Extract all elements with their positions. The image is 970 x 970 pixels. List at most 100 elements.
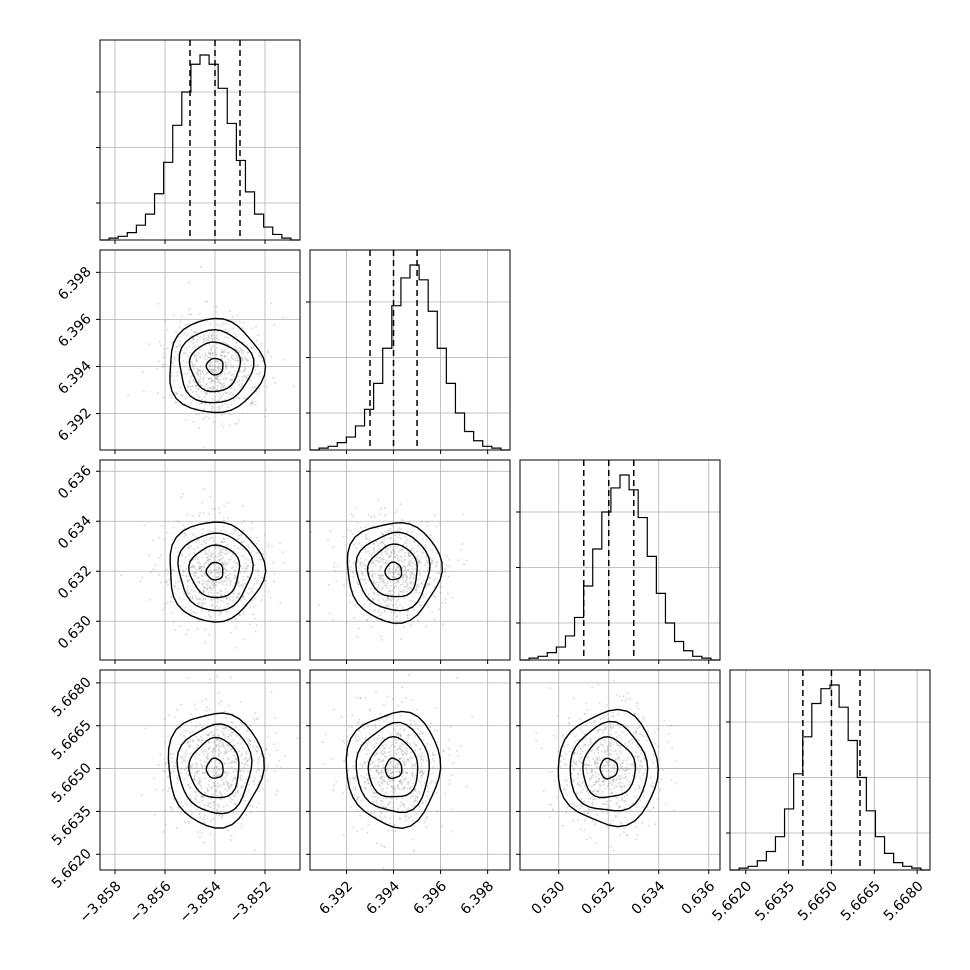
scatter-point bbox=[638, 787, 641, 790]
scatter-point bbox=[233, 777, 236, 780]
scatter-point bbox=[162, 830, 165, 833]
scatter-point bbox=[594, 793, 597, 796]
scatter-point bbox=[164, 809, 167, 812]
scatter-point bbox=[374, 815, 377, 818]
scatter-point bbox=[243, 598, 246, 601]
scatter-point bbox=[415, 588, 418, 591]
scatter-point bbox=[399, 805, 402, 807]
scatter-point bbox=[172, 314, 175, 317]
scatter-point bbox=[402, 579, 405, 582]
scatter-point bbox=[244, 374, 247, 377]
scatter-point bbox=[203, 628, 206, 631]
scatter-point bbox=[608, 741, 610, 744]
scatter-point bbox=[181, 761, 183, 764]
y-tick-label: 5.6650 bbox=[49, 760, 95, 806]
scatter-point bbox=[377, 771, 380, 774]
scatter-point bbox=[149, 571, 152, 574]
scatter-point bbox=[422, 801, 424, 804]
scatter-point bbox=[180, 393, 183, 396]
scatter-point bbox=[226, 406, 229, 409]
scatter-point bbox=[214, 360, 217, 363]
scatter-point bbox=[381, 542, 384, 544]
scatter-point bbox=[167, 735, 170, 738]
scatter-point bbox=[265, 579, 267, 582]
scatter-point bbox=[216, 323, 219, 326]
scatter-point bbox=[350, 513, 353, 515]
scatter-point bbox=[198, 413, 200, 416]
scatter-point bbox=[247, 783, 250, 786]
scatter-point bbox=[635, 730, 638, 733]
scatter-point bbox=[641, 733, 644, 736]
scatter-point bbox=[461, 543, 464, 546]
scatter-point bbox=[194, 590, 196, 593]
scatter-point bbox=[216, 406, 219, 409]
scatter-point bbox=[215, 572, 218, 575]
scatter-point bbox=[620, 791, 623, 794]
scatter-point bbox=[394, 610, 397, 613]
scatter-point bbox=[208, 757, 211, 760]
scatter-point bbox=[609, 799, 612, 802]
scatter-point bbox=[594, 763, 597, 766]
scatter-point bbox=[210, 797, 213, 800]
scatter-point bbox=[429, 781, 432, 784]
scatter-point bbox=[212, 380, 215, 382]
scatter-point bbox=[188, 281, 191, 284]
scatter-point bbox=[228, 393, 231, 396]
scatter-point bbox=[419, 772, 422, 774]
scatter-point bbox=[245, 814, 248, 816]
scatter-point bbox=[638, 787, 641, 789]
scatter-point bbox=[630, 738, 633, 741]
scatter-point bbox=[183, 735, 186, 738]
scatter-point bbox=[602, 731, 605, 734]
scatter-point bbox=[256, 579, 259, 582]
scatter-point bbox=[601, 744, 604, 747]
scatter-point bbox=[179, 733, 182, 736]
scatter-point bbox=[239, 534, 242, 537]
scatter-point bbox=[657, 727, 660, 730]
scatter-point bbox=[198, 567, 201, 570]
scatter-point bbox=[374, 690, 377, 693]
scatter-point bbox=[623, 827, 626, 830]
scatter-point bbox=[211, 556, 213, 559]
scatter-point bbox=[205, 383, 208, 386]
scatter-point bbox=[604, 802, 607, 805]
scatter-point bbox=[380, 557, 383, 560]
scatter-point bbox=[242, 582, 245, 585]
scatter-point bbox=[224, 548, 227, 551]
scatter-point bbox=[559, 765, 562, 768]
scatter-point bbox=[431, 757, 434, 760]
scatter-point bbox=[361, 565, 363, 568]
scatter-point bbox=[236, 365, 239, 368]
scatter-point bbox=[583, 800, 586, 803]
scatter-point bbox=[375, 769, 378, 772]
scatter-point bbox=[264, 748, 267, 751]
scatter-point bbox=[214, 547, 217, 550]
scatter-point bbox=[404, 566, 407, 569]
scatter-point bbox=[387, 829, 390, 832]
scatter-point bbox=[167, 583, 170, 586]
scatter-point bbox=[417, 559, 419, 561]
scatter-point bbox=[196, 546, 199, 549]
scatter-point bbox=[377, 560, 380, 563]
scatter-point bbox=[180, 772, 183, 775]
scatter-point bbox=[276, 789, 279, 792]
scatter-point bbox=[602, 744, 605, 747]
scatter-point bbox=[232, 566, 235, 568]
scatter-point bbox=[382, 753, 385, 756]
scatter-point bbox=[178, 344, 181, 347]
scatter-point bbox=[399, 734, 402, 737]
scatter-point bbox=[190, 766, 193, 769]
scatter-point bbox=[578, 803, 581, 806]
scatter-point bbox=[408, 787, 411, 790]
scatter-point bbox=[590, 741, 593, 744]
scatter-point bbox=[233, 744, 236, 747]
scatter-point bbox=[195, 708, 198, 711]
scatter-point bbox=[618, 726, 621, 729]
scatter-point bbox=[359, 697, 362, 700]
scatter-point bbox=[393, 612, 396, 615]
scatter-point bbox=[417, 578, 420, 581]
scatter-point bbox=[389, 527, 392, 530]
scatter-point bbox=[222, 538, 225, 540]
scatter-point bbox=[637, 758, 640, 761]
